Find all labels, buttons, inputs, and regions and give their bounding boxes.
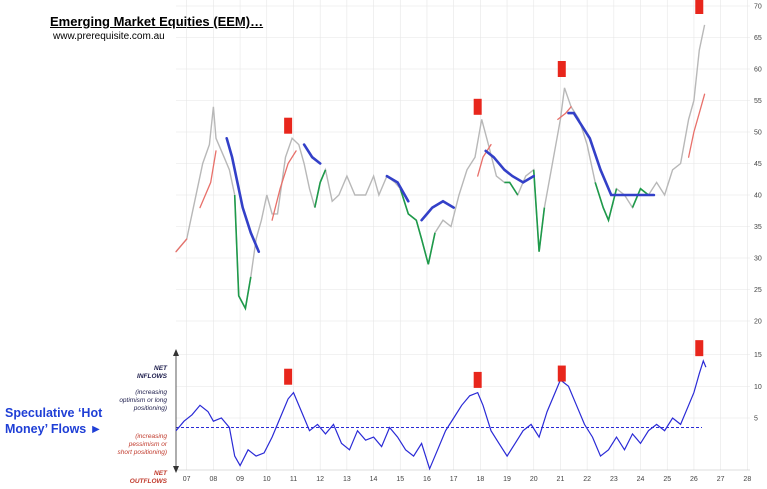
x-tick-label: 09 [236,476,244,483]
grid-layer [176,0,750,471]
flows-peak-marker [284,368,293,385]
x-tick-label: 11 [290,476,297,483]
x-tick-label: 13 [343,476,351,483]
x-tick-label: 23 [610,476,618,483]
flows-peak-marker [473,371,482,388]
weakness-segment [314,169,327,208]
trend-series-layer [175,93,706,253]
downtrend-segment [420,199,456,222]
tick-label-layer: 07 08 09 10 11 12 13 14 15 16 17 18 19 20 21 22 23 24 25 26… [183,4,762,484]
flows-y-tick-label: 10 [754,384,762,391]
price-y-tick-label: 40 [754,193,762,200]
downtrend-segment [567,111,656,197]
x-tick-label: 24 [637,476,645,483]
x-tick-label: 28 [743,476,751,483]
increasing-optimism-note: (increasing optimism or long positioning… [119,389,167,412]
x-tick-label: 21 [557,476,565,483]
flows-line [175,359,707,471]
price-y-tick-label: 70 [754,4,762,11]
flows-panel-label: Speculative ‘Hot Money’ Flows ► [5,406,103,436]
x-tick-label: 17 [450,476,458,483]
increasing-pessimism-note: (increasing pessimism or short positioni… [117,433,168,456]
downtrend-segment [385,174,410,203]
marker-layer [284,0,704,388]
x-tick-label: 14 [370,476,378,483]
x-tick-label: 12 [316,476,324,483]
weakness-segment [594,182,618,223]
x-tick-label: 10 [263,476,271,483]
price-peak-marker [284,117,293,134]
flows-axis-arrow-down-icon [173,466,179,473]
uptrend-segment [199,150,217,209]
weakness-segment [532,169,546,252]
weakness-segment [631,187,649,208]
weakness-segment [399,188,436,265]
price-y-tick-label: 35 [754,224,762,231]
x-tick-label: 16 [423,476,431,483]
x-tick-label: 19 [503,476,511,483]
uptrend-segment [687,93,706,158]
flows-y-tick-label: 5 [754,416,758,423]
x-tick-label: 20 [530,476,538,483]
price-y-tick-label: 65 [754,35,762,42]
price-y-tick-label: 60 [754,67,762,74]
flows-peak-marker [557,365,566,382]
net-outflows-label: NET OUTFLOWS [129,470,167,485]
weakness-segment [233,194,252,311]
x-tick-label: 07 [183,476,191,483]
x-tick-label: 25 [663,476,671,483]
x-tick-label: 18 [476,476,484,483]
x-tick-label: 27 [717,476,725,483]
uptrend-segment [271,150,297,221]
axis-layer [173,349,179,473]
downtrend-segment [484,149,536,184]
flows-peak-marker [695,340,704,357]
x-tick-label: 22 [583,476,591,483]
price-y-tick-label: 30 [754,256,762,263]
x-tick-label: 26 [690,476,698,483]
net-inflows-label: NET INFLOWS [137,365,167,380]
flows-axis-arrow-up-icon [173,349,179,356]
price-y-tick-label: 20 [754,319,762,326]
flow-series-layer [175,359,707,471]
downtrend-segment [225,137,261,253]
price-peak-marker [473,98,482,115]
price-peak-marker [557,61,566,77]
price-series-layer [175,24,706,311]
x-tick-label: 08 [209,476,217,483]
source-url: www.prerequisite.com.au [53,31,165,42]
x-tick-label: 15 [396,476,404,483]
price-peak-marker [695,0,704,14]
flows-y-tick-label: 15 [754,352,762,359]
uptrend-segment [557,106,572,121]
weakness-segment [504,181,519,196]
price-y-tick-label: 25 [754,287,762,294]
price-y-tick-label: 55 [754,98,762,105]
chart-title: Emerging Market Equities (EEM)… [50,14,264,29]
uptrend-segment [175,238,188,253]
price-y-tick-label: 50 [754,130,762,137]
price-line [175,24,706,311]
uptrend-segment [477,143,492,177]
downtrend-segment [302,143,322,165]
price-y-tick-label: 45 [754,161,762,168]
